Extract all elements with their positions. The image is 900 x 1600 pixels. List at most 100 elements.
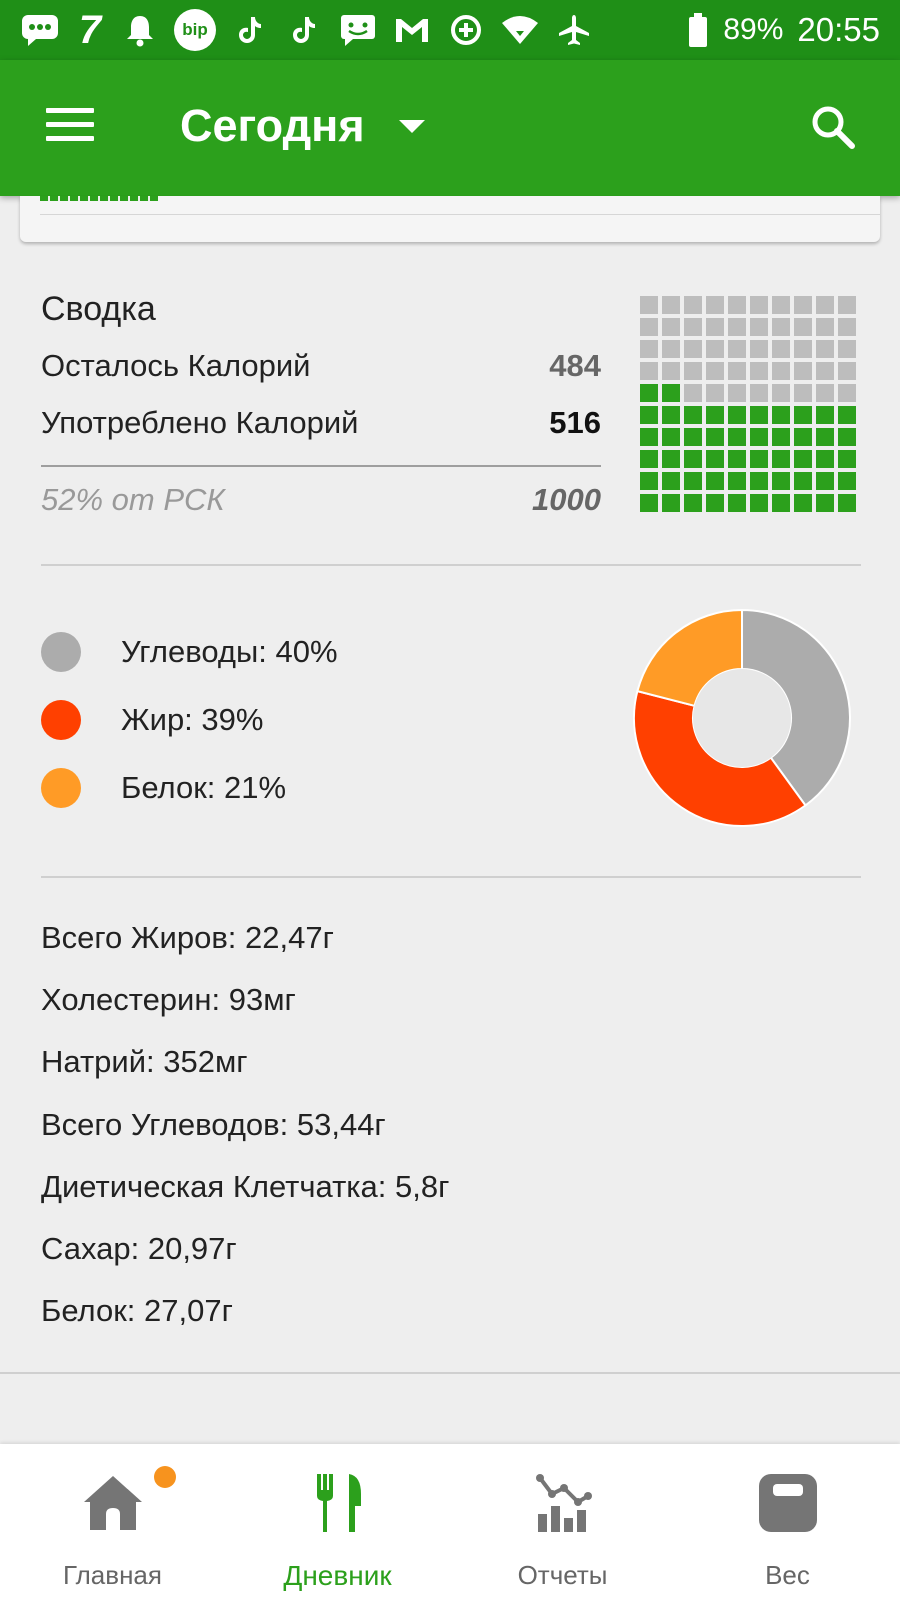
calorie-grid-cell xyxy=(750,362,768,380)
calorie-grid-cell xyxy=(794,340,812,358)
calorie-grid-cell xyxy=(706,384,724,402)
calorie-grid-cell xyxy=(728,472,746,490)
content-end-divider xyxy=(0,1372,900,1374)
page-title: Сегодня xyxy=(180,100,365,151)
calorie-grid-cell xyxy=(816,494,834,512)
calorie-grid-cell xyxy=(750,296,768,314)
calorie-grid-cell xyxy=(662,450,680,468)
nutrient-sugar: Сахар: 20,97г xyxy=(41,1231,237,1266)
calorie-grid-cell xyxy=(838,384,856,402)
calorie-grid-cell xyxy=(772,494,790,512)
calorie-grid-cell xyxy=(816,406,834,424)
protein-label: Белок: 21% xyxy=(121,770,287,805)
calorie-grid-cell xyxy=(728,494,746,512)
calorie-grid-cell xyxy=(750,494,768,512)
calories-consumed-row: Употреблено Калорий 516 xyxy=(41,405,601,449)
calorie-grid-cell xyxy=(794,494,812,512)
calories-remaining-row: Осталось Калорий 484 xyxy=(41,348,601,392)
battery-level: 89% xyxy=(723,13,784,46)
calorie-grid-cell xyxy=(728,428,746,446)
calorie-grid-cell xyxy=(816,384,834,402)
fork-knife-icon xyxy=(317,1474,361,1532)
calorie-progress-grid xyxy=(640,296,860,516)
calorie-grid-cell xyxy=(684,428,702,446)
calorie-grid-cell xyxy=(794,318,812,336)
calorie-grid-cell xyxy=(662,340,680,358)
calorie-grid-cell xyxy=(838,428,856,446)
calorie-grid-cell xyxy=(662,428,680,446)
calorie-grid-cell xyxy=(640,450,658,468)
notification-badge xyxy=(154,1466,176,1488)
donut-hole xyxy=(693,669,791,767)
dropdown-caret-icon xyxy=(398,119,425,133)
calorie-grid-cell xyxy=(750,406,768,424)
search-button[interactable] xyxy=(808,102,858,152)
calorie-grid-cell xyxy=(662,472,680,490)
nav-home-label: Главная xyxy=(63,1560,162,1590)
calorie-grid-cell xyxy=(706,318,724,336)
airplane-icon xyxy=(554,10,594,50)
data-saver-icon xyxy=(446,10,486,50)
section-divider xyxy=(41,564,861,566)
calorie-grid-cell xyxy=(684,318,702,336)
calorie-grid-cell xyxy=(838,296,856,314)
calorie-grid-cell xyxy=(662,296,680,314)
calorie-grid-cell xyxy=(772,296,790,314)
nutrient-cholesterol: Холестерин: 93мг xyxy=(41,982,296,1017)
calorie-grid-cell xyxy=(794,428,812,446)
search-icon xyxy=(812,106,855,149)
calorie-grid-cell xyxy=(772,362,790,380)
calorie-grid-cell xyxy=(794,384,812,402)
calorie-grid-cell xyxy=(838,406,856,424)
message-icon xyxy=(20,10,60,50)
calorie-grid-cell xyxy=(684,362,702,380)
app-bar: Сегодня xyxy=(0,60,900,196)
calorie-grid-cell xyxy=(816,340,834,358)
bell-icon xyxy=(120,10,160,50)
protein-color-dot xyxy=(41,768,81,808)
nav-weight-label: Вес xyxy=(765,1560,810,1590)
calorie-grid-cell xyxy=(750,450,768,468)
nav-diary[interactable]: Дневник xyxy=(225,1444,450,1600)
calorie-grid-cell xyxy=(706,296,724,314)
calorie-grid-cell xyxy=(816,296,834,314)
tiktok-icon xyxy=(230,10,270,50)
previous-card-bottom xyxy=(20,196,880,242)
calorie-goal-row: 52% от РСК 1000 xyxy=(41,482,601,526)
calories-remaining-label: Осталось Калорий xyxy=(41,348,311,383)
calorie-grid-cell xyxy=(728,318,746,336)
calorie-grid-cell xyxy=(706,362,724,380)
calorie-grid-cell xyxy=(772,428,790,446)
calorie-grid-cell xyxy=(662,318,680,336)
summary-divider xyxy=(41,465,601,467)
previous-card-progress-strip xyxy=(40,196,158,201)
chat-icon xyxy=(338,10,378,50)
calorie-grid-cell xyxy=(728,384,746,402)
calorie-grid-cell xyxy=(662,362,680,380)
calorie-grid-cell xyxy=(662,384,680,402)
nav-reports[interactable]: Отчеты xyxy=(450,1444,675,1600)
nav-weight[interactable]: Вес xyxy=(675,1444,900,1600)
calorie-grid-cell xyxy=(816,472,834,490)
summary-title: Сводка xyxy=(41,290,156,328)
nutrient-total-carbs: Всего Углеводов: 53,44г xyxy=(41,1107,386,1142)
calorie-grid-cell xyxy=(794,296,812,314)
status-bar: 7 bip 89% 20:55 xyxy=(0,0,900,60)
calorie-grid-cell xyxy=(640,428,658,446)
date-selector[interactable]: Сегодня xyxy=(180,100,425,152)
bip-icon: bip xyxy=(174,9,216,51)
calorie-grid-cell xyxy=(706,494,724,512)
legend-item-carbs: Углеводы: 40% xyxy=(41,632,338,672)
calorie-grid-cell xyxy=(838,340,856,358)
nutrient-total-fat: Всего Жиров: 22,47г xyxy=(41,920,334,955)
menu-button[interactable] xyxy=(46,108,94,144)
calories-remaining-value: 484 xyxy=(549,348,601,383)
calorie-grid-cell xyxy=(640,296,658,314)
nav-home[interactable]: Главная xyxy=(0,1444,225,1600)
calorie-grid-cell xyxy=(816,450,834,468)
fat-label: Жир: 39% xyxy=(121,702,264,737)
calorie-grid-cell xyxy=(684,406,702,424)
calorie-grid-cell xyxy=(684,472,702,490)
clock: 20:55 xyxy=(797,11,880,48)
calorie-grid-cell xyxy=(706,340,724,358)
